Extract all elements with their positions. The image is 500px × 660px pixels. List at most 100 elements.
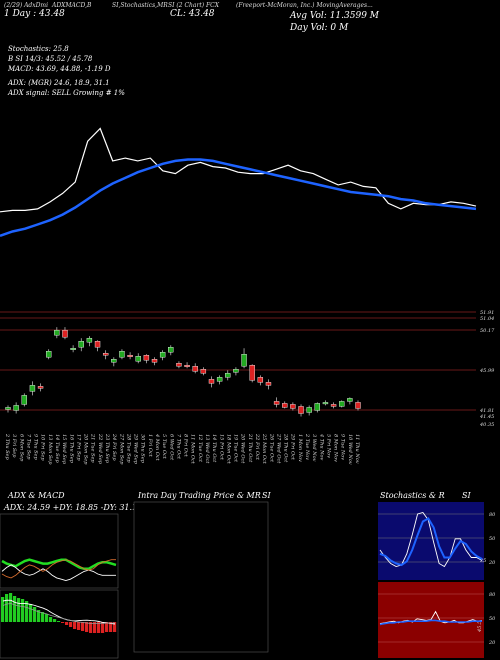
header-menu-4[interactable]: SI (2 Chart) FCX [168, 2, 220, 9]
macd-histogram-bar [45, 614, 49, 622]
date-label: 22 Fri Oct [254, 433, 260, 461]
date-label: 7 Thu Oct [175, 434, 181, 460]
stoch-si-title: SI [462, 491, 471, 500]
date-label: 21 Tue Sep [90, 433, 96, 463]
candle-body [290, 404, 296, 409]
date-label: 25 Mon Oct [261, 433, 267, 465]
macd-histogram-bar [69, 622, 73, 627]
si-series-line [379, 619, 482, 626]
candle-body [298, 406, 304, 414]
macd-histogram-bar [81, 622, 85, 631]
date-label: 3 Wed Nov [311, 434, 317, 462]
date-label: 29 Fri Oct [290, 433, 296, 461]
avg-volume: Avg Vol: 11.3599 M [290, 11, 379, 21]
header-menu-5[interactable]: (Freeport-McMoran, Inc.) MovingAverages.… [236, 2, 373, 9]
price-axis-label: 41.45 [479, 414, 494, 420]
candle-body [54, 329, 60, 336]
candle-body [249, 365, 255, 381]
stoch-panel-title: Stochastics & R [380, 491, 445, 500]
macd-histogram-bar [89, 622, 93, 633]
candle-body [29, 385, 36, 392]
price-axis-label: 45.99 [479, 368, 495, 374]
candle-body [176, 363, 182, 367]
si-value: B SI 14/3: 45.52 / 45.78 [8, 55, 93, 63]
candle-body [339, 401, 345, 407]
macd-histogram-bar [53, 619, 57, 622]
candle-body [233, 369, 239, 373]
candle-body [322, 402, 329, 405]
macd-histogram-bar [77, 622, 81, 630]
date-label: 8 Fri Oct [183, 434, 189, 458]
date-label: 28 Tue Sep [125, 433, 131, 463]
date-label: 23 Thu Sep [104, 433, 110, 464]
date-label: 20 Wed Oct [240, 433, 246, 464]
date-label: 11 Mon Oct [190, 434, 196, 465]
date-label: 4 Thu Nov [318, 433, 324, 461]
si-axis-label: 80 [489, 592, 496, 598]
macd-histogram-bar [33, 607, 37, 622]
candle-body [21, 395, 27, 405]
macd-histogram-bar [21, 599, 25, 622]
macd-histogram-bar [13, 596, 17, 622]
adx-signal: ADX signal: SELL Growing # 1% [8, 89, 125, 97]
price-axis-label: 50.17 [480, 328, 495, 334]
intraday-panel-frame [133, 501, 269, 653]
date-label: 6 Mon Sep [18, 434, 24, 462]
candle-body [111, 359, 117, 363]
macd-signal-line [2, 603, 115, 624]
date-label: 12 Tue Oct [197, 434, 203, 463]
date-label: 18 Mon Oct [225, 434, 231, 465]
date-label: 17 Fri Sep [75, 434, 81, 461]
stoch-axis-label: 50 [489, 536, 496, 542]
date-label: 1 Fri Oct [147, 434, 153, 458]
macd-histogram-bar [61, 622, 65, 623]
stoch-series-line [379, 511, 483, 568]
date-label: 22 Wed Sep [97, 433, 103, 465]
macd-histogram-bar [65, 622, 69, 625]
macd-histogram-bar [109, 622, 113, 632]
candle-body [314, 403, 321, 411]
macd-value: MACD: 43.69, 44.88, -1.19 D [8, 65, 111, 73]
date-label: 21 Thu Oct [247, 433, 253, 463]
macd-line [2, 599, 116, 625]
adx-value: ADX: (MGR) 24.6, 18.9, 31.1 [8, 79, 110, 87]
date-label: 10 Wed Nov [347, 434, 353, 465]
date-label: 27 Wed Oct [275, 433, 281, 464]
si-axis-label: 50 [489, 616, 496, 622]
date-label: 1 Mon Nov [297, 434, 303, 462]
adx-panel-frame [0, 513, 119, 589]
candle-body [184, 365, 190, 367]
candle-body [159, 352, 166, 358]
candle-body [62, 329, 68, 338]
stoch-panel-bg [378, 502, 484, 580]
close-price: CL: 43.48 [170, 9, 215, 19]
macd-histogram-bar [85, 622, 89, 632]
candle-body [347, 398, 353, 402]
adx-series-line [1, 564, 116, 581]
macd-histogram-bar [5, 594, 9, 622]
candle-body [151, 359, 158, 363]
stoch-value-label: 25 [479, 558, 486, 564]
header-menu-2[interactable]: ADXMACD,B [52, 2, 92, 9]
candle-body [273, 401, 280, 405]
day-volume: Day Vol: 0 M [290, 23, 349, 33]
candle-body [282, 403, 288, 408]
macd-histogram-bar [101, 622, 105, 633]
candle-body [70, 348, 76, 350]
adx-values-title: ADX: 24.59 +DY: 18.85 -DY: 31.16 [4, 503, 143, 512]
macd-histogram-bar [37, 610, 41, 622]
date-label: 2 Thu Sep [4, 433, 10, 461]
date-label: 14 Thu Oct [211, 434, 217, 463]
date-label: 13 Wed Oct [204, 434, 210, 464]
header-menu-3[interactable]: SI,Stochastics,MR [112, 2, 168, 9]
date-label: 9 Thu Sep [33, 434, 39, 461]
candle-body [86, 337, 93, 343]
macd-histogram-bar [17, 598, 21, 622]
macd-histogram-bar [41, 612, 45, 622]
date-label: 27 Mon Sep [118, 433, 124, 465]
candle-body [330, 404, 337, 407]
header-menu-1[interactable]: (2/29) AdxDmi [4, 2, 49, 9]
candle-body [168, 347, 174, 353]
macd-histogram-bar [97, 622, 101, 633]
